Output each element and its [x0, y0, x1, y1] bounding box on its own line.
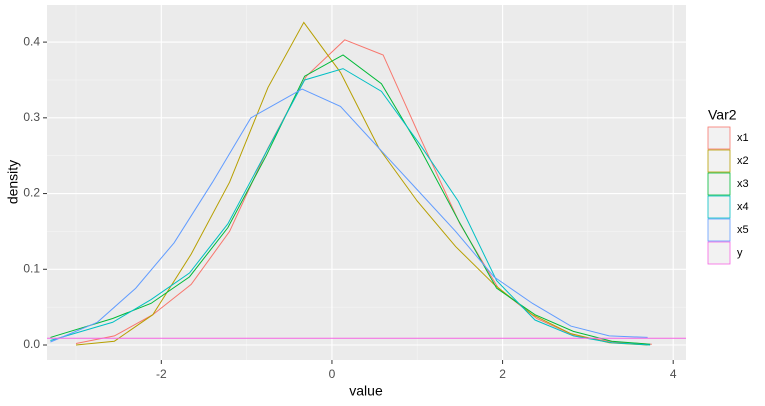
x-tick-label: -2: [156, 367, 167, 381]
legend-label: x1: [737, 132, 749, 144]
series-line: [75, 39, 652, 345]
series-line: [50, 88, 648, 343]
y-tick-label: 0.3: [23, 110, 40, 124]
series-line: [50, 68, 651, 346]
y-tick-label: 0.0: [23, 337, 40, 351]
y-axis-label: density: [5, 160, 21, 204]
legend-key: [707, 195, 731, 219]
legend-key: [707, 126, 731, 150]
x-axis-label: value: [349, 383, 383, 399]
legend-key: [707, 218, 731, 242]
legend-label: y: [737, 247, 743, 259]
y-tick-label: 0.2: [23, 186, 40, 200]
legend-key: [707, 241, 731, 265]
series-line: [50, 54, 651, 345]
x-tick-label: 0: [329, 367, 336, 381]
x-tick-label: 4: [670, 367, 677, 381]
legend-label: x5: [737, 224, 749, 236]
series-line: [75, 21, 648, 346]
legend-label: x3: [737, 178, 749, 190]
x-tick-label: 2: [499, 367, 506, 381]
y-tick-label: 0.4: [23, 34, 40, 48]
legend-label: x2: [737, 155, 749, 167]
legend-key: [707, 172, 731, 196]
legend-title: Var2: [708, 107, 737, 123]
panel: [47, 5, 686, 360]
y-tick-label: 0.1: [23, 261, 40, 275]
legend-label: x4: [737, 201, 749, 213]
legend-key: [707, 149, 731, 173]
